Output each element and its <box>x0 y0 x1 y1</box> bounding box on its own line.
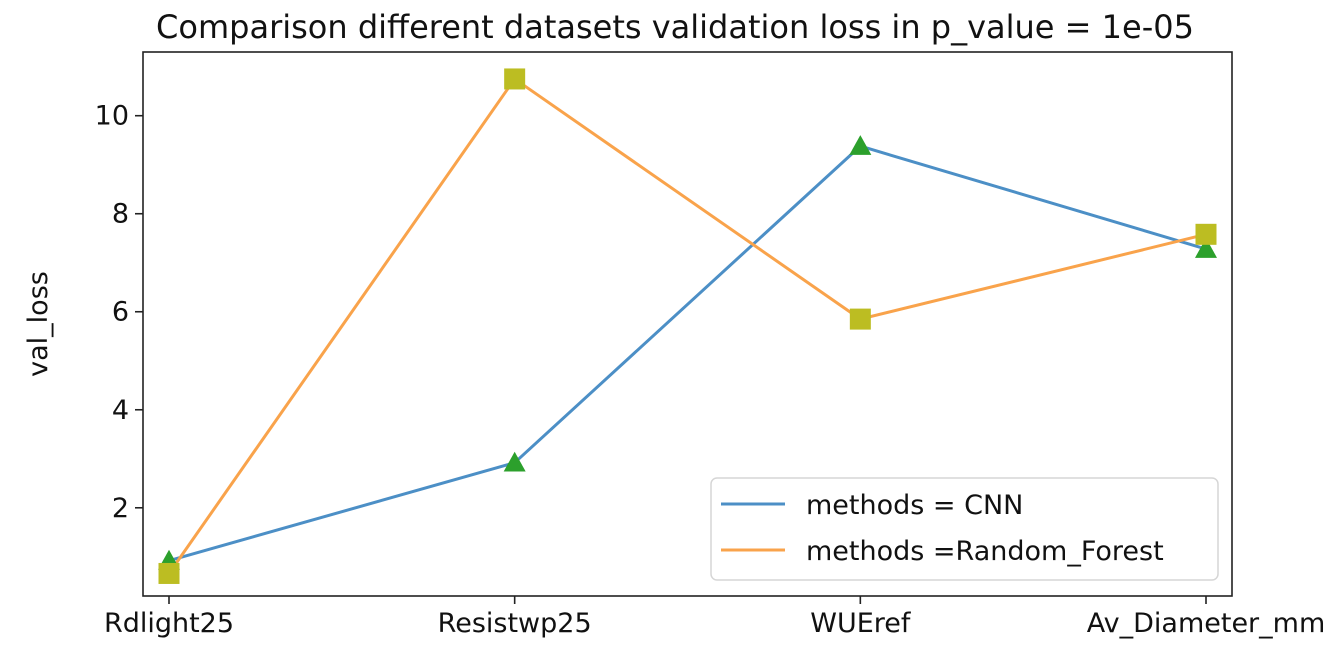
y-tick-label: 6 <box>112 297 129 328</box>
y-tick-label: 4 <box>112 395 129 426</box>
y-tick-label: 8 <box>112 199 129 230</box>
y-axis: 2 4 6 8 10 <box>95 101 143 524</box>
y-axis-label: val_loss <box>23 271 54 377</box>
x-tick-label: Resistwp25 <box>438 608 592 639</box>
x-axis: Rdlight25 Resistwp25 WUEref Av_Diameter_mm <box>104 596 1325 639</box>
y-tick-label: 2 <box>112 493 129 524</box>
series-line-0 <box>168 144 1207 563</box>
legend-label-random-forest: methods =Random_Forest <box>806 536 1164 567</box>
x-tick-label: Rdlight25 <box>104 608 234 639</box>
x-tick-label: Av_Diameter_mm <box>1087 608 1326 639</box>
legend-label-cnn: methods = CNN <box>806 490 1023 521</box>
legend: methods = CNN methods =Random_Forest <box>710 477 1219 581</box>
series-layer <box>158 68 1217 584</box>
data-point-square <box>1195 223 1217 245</box>
data-point-square <box>504 68 526 90</box>
chart-title: Comparison different datasets validation… <box>156 8 1194 46</box>
data-point-square <box>849 308 871 330</box>
y-tick-label: 10 <box>95 101 129 132</box>
data-point-triangle <box>849 135 872 155</box>
legend-box <box>710 477 1219 581</box>
data-point-triangle <box>503 451 526 472</box>
series-line-1 <box>167 77 1207 575</box>
x-tick-label: WUEref <box>810 608 912 639</box>
data-point-square <box>158 562 180 584</box>
data-point-triangle <box>1195 238 1217 258</box>
